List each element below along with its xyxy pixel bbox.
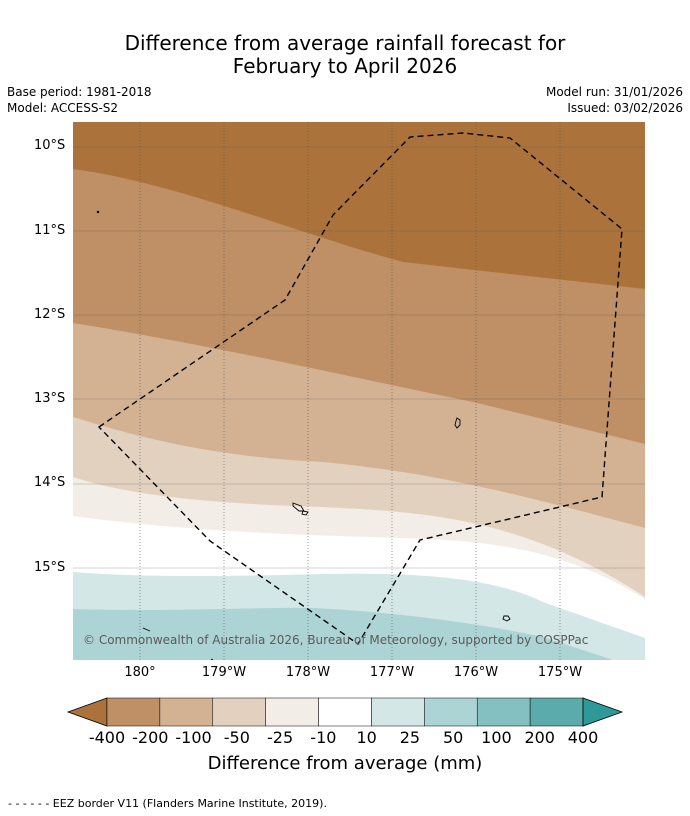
- colorbar-tick-label: -50: [223, 728, 250, 747]
- colorbar-segment: [159, 697, 214, 727]
- lat-label-12s: 12°S: [34, 307, 66, 322]
- colorbar-tick-label: -25: [267, 728, 294, 747]
- colorbar-extend-low: [66, 697, 108, 727]
- colorbar-tick-label: 50: [442, 728, 464, 747]
- colorbar-extend-high: [582, 697, 624, 727]
- colorbar-tick-label: -10: [310, 728, 337, 747]
- model-name: Model: ACCESS-S2: [7, 101, 119, 115]
- lon-label-180: 180°: [124, 665, 156, 680]
- lat-label-14s: 14°S: [34, 475, 66, 490]
- colorbar-segment: [212, 697, 266, 727]
- colorbar-tick-label: 200: [524, 728, 555, 747]
- lon-label-175w: 175°W: [537, 665, 583, 680]
- colorbar-segment: [424, 697, 478, 727]
- colorbar: [66, 697, 624, 727]
- lon-label-179w: 179°W: [201, 665, 247, 680]
- colorbar-tick-label: 25: [399, 728, 421, 747]
- map-title-line2: February to April 2026: [232, 54, 458, 78]
- colorbar-tick-label: 100: [481, 728, 512, 747]
- map-title-line1: Difference from average rainfall forecas…: [124, 31, 566, 55]
- lat-label-13s: 13°S: [34, 391, 66, 406]
- colorbar-tick-label: 400: [567, 728, 599, 747]
- colorbar-tick-label: -100: [175, 728, 212, 747]
- lat-label-11s: 11°S: [34, 223, 66, 238]
- colorbar-tick-label: -400: [88, 728, 126, 747]
- lon-label-178w: 178°W: [285, 665, 331, 680]
- lon-label-177w: 177°W: [369, 665, 415, 680]
- colorbar-segment: [106, 697, 161, 727]
- colorbar-segment: [371, 697, 425, 727]
- lat-label-15s: 15°S: [34, 560, 66, 575]
- colorbar-title: Difference from average (mm): [207, 753, 483, 774]
- eez-legend: - - - - - - EEZ border V11 (Flanders Mar…: [8, 797, 327, 810]
- colorbar-segment: [529, 697, 584, 727]
- colorbar-tick-label: -200: [132, 728, 169, 747]
- forecast-map: [73, 122, 645, 660]
- colorbar-segment: [265, 697, 319, 727]
- copyright-credit: © Commonwealth of Australia 2026, Bureau…: [83, 633, 589, 647]
- eez-border: [97, 132, 623, 646]
- lon-label-176w: 176°W: [453, 665, 499, 680]
- graticule: [73, 122, 645, 660]
- colorbar-segment: [476, 697, 531, 727]
- base-period: Base period: 1981-2018: [7, 85, 152, 99]
- islands: [96, 210, 511, 660]
- lat-label-10s: 10°S: [34, 138, 66, 153]
- model-run: Model run: 31/01/2026: [545, 85, 683, 99]
- colorbar-segment: [318, 697, 372, 727]
- colorbar-tick-label: 10: [356, 728, 377, 747]
- issued-date: Issued: 03/02/2026: [567, 101, 683, 115]
